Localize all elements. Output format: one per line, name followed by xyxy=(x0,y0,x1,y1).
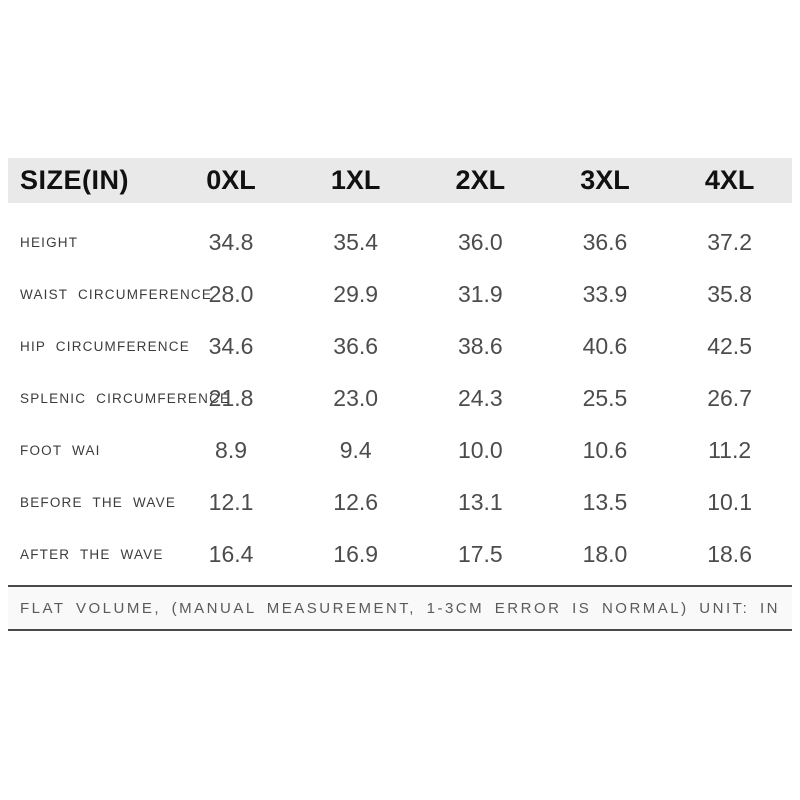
measurement-value: 16.9 xyxy=(333,540,379,567)
measurement-value: 34.8 xyxy=(208,228,254,255)
measurement-value: 10.6 xyxy=(582,436,628,463)
measurement-value: 18.6 xyxy=(707,540,752,567)
measurement-label: WAIST CIRCUMFERENCE xyxy=(20,286,213,302)
measurement-label: HIP CIRCUMFERENCE xyxy=(20,338,190,354)
measurement-value: 29.9 xyxy=(333,280,379,307)
measurement-value: 10.0 xyxy=(457,436,503,463)
size-header-cell: 2XL xyxy=(455,165,506,195)
table-row: AFTER THE WAVE 16.4 16.9 17.5 18.0 18.6 xyxy=(8,528,792,580)
measurement-label: FOOT WAI xyxy=(20,442,101,458)
measurement-value: 26.7 xyxy=(707,384,752,411)
measurement-value: 8.9 xyxy=(215,436,248,463)
measurement-label: HEIGHT xyxy=(20,234,79,250)
size-header-cell: 4XL xyxy=(704,165,755,195)
table-body: HEIGHT 34.8 35.4 36.0 36.6 37.2 WAIST CIRCUMFE… xyxy=(8,216,792,580)
table-row: HIP CIRCUMFERENCE 34.6 36.6 38.6 40.6 42.5 xyxy=(8,320,792,372)
measurement-value: 10.1 xyxy=(707,488,752,515)
measurement-value: 12.1 xyxy=(208,488,254,515)
size-header-cell: 3XL xyxy=(580,165,630,195)
measurement-value: 9.4 xyxy=(339,436,372,463)
measurement-value: 25.5 xyxy=(582,384,628,411)
measurement-value: 35.4 xyxy=(333,228,379,255)
size-chart-table: SIZE(IN) 0XL 1XL 2XL 3XL 4XL HEIGHT 34.8 35.4 3… xyxy=(8,158,792,631)
measurement-value: 21.8 xyxy=(208,384,254,411)
measurement-value: 23.0 xyxy=(333,384,379,411)
measurement-value: 35.8 xyxy=(707,280,752,307)
size-column-header: SIZE(IN) xyxy=(20,165,129,195)
size-header-cell: 1XL xyxy=(330,165,381,195)
measurement-value: 40.6 xyxy=(582,332,628,359)
measurement-value: 13.5 xyxy=(582,488,628,515)
table-row: WAIST CIRCUMFERENCE 28.0 29.9 31.9 33.9 35.8 xyxy=(8,268,792,320)
table-row: BEFORE THE WAVE 12.1 12.6 13.1 13.5 10.1 xyxy=(8,476,792,528)
size-header-cell: 0XL xyxy=(206,165,256,195)
measurement-label: BEFORE THE WAVE xyxy=(20,494,177,510)
measurement-label: AFTER THE WAVE xyxy=(20,546,164,562)
measurement-value: 12.6 xyxy=(333,488,379,515)
measurement-value: 13.1 xyxy=(457,488,503,515)
measurement-value: 24.3 xyxy=(457,384,503,411)
measurement-value: 33.9 xyxy=(582,280,628,307)
measurement-value: 34.6 xyxy=(208,332,254,359)
table-footnote-bar: FLAT VOLUME, (MANUAL MEASUREMENT, 1-3CM … xyxy=(8,585,792,631)
measurement-value: 31.9 xyxy=(457,280,503,307)
measurement-value: 42.5 xyxy=(707,332,752,359)
table-row: FOOT WAI 8.9 9.4 10.0 10.6 11.2 xyxy=(8,424,792,476)
measurement-value: 36.6 xyxy=(582,228,628,255)
measurement-value: 18.0 xyxy=(582,540,628,567)
footnote-text: FLAT VOLUME, (MANUAL MEASUREMENT, 1-3CM … xyxy=(20,599,780,617)
measurement-value: 16.4 xyxy=(208,540,254,567)
measurement-value: 11.2 xyxy=(708,436,752,463)
table-row: HEIGHT 34.8 35.4 36.0 36.6 37.2 xyxy=(8,216,792,268)
measurement-value: 37.2 xyxy=(707,228,752,255)
measurement-value: 28.0 xyxy=(208,280,254,307)
measurement-label: SPLENIC CIRCUMFERENCE xyxy=(20,390,231,406)
measurement-value: 36.0 xyxy=(457,228,503,255)
table-row: SPLENIC CIRCUMFERENCE 21.8 23.0 24.3 25.5 26.… xyxy=(8,372,792,424)
measurement-value: 36.6 xyxy=(333,332,379,359)
table-header-row: SIZE(IN) 0XL 1XL 2XL 3XL 4XL xyxy=(8,158,792,203)
measurement-value: 38.6 xyxy=(457,332,503,359)
measurement-value: 17.5 xyxy=(457,540,503,567)
